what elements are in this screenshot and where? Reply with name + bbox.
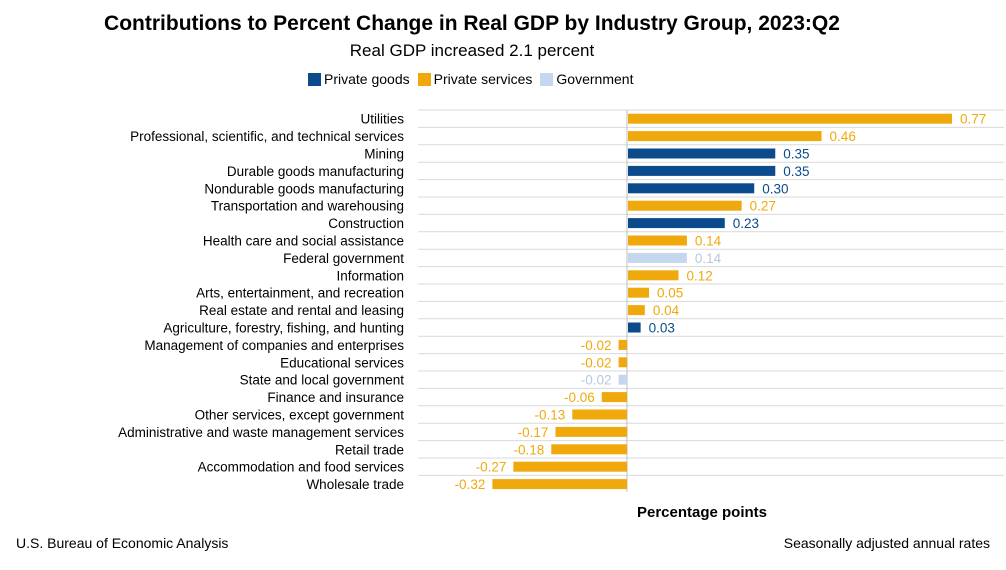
value-label: 0.46	[830, 129, 856, 144]
legend-label-private-services: Private services	[433, 71, 533, 87]
bar	[513, 461, 627, 472]
value-label: -0.18	[513, 442, 544, 457]
bar	[618, 357, 627, 368]
value-label: -0.13	[535, 408, 566, 423]
legend-item-private-goods: Private goods	[308, 71, 410, 87]
legend-item-government: Government	[540, 71, 633, 87]
category-label: Construction	[328, 216, 404, 231]
category-label: Finance and insurance	[267, 390, 404, 405]
legend-item-private-services: Private services	[417, 71, 533, 87]
value-label: -0.17	[518, 425, 549, 440]
value-label: 0.35	[783, 164, 809, 179]
bar	[628, 322, 641, 333]
category-label: Professional, scientific, and technical …	[130, 129, 404, 144]
category-label: Health care and social assistance	[203, 234, 404, 249]
value-label: -0.32	[455, 477, 486, 492]
category-label: Durable goods manufacturing	[227, 164, 404, 179]
value-label: -0.02	[581, 373, 612, 388]
value-label: -0.27	[476, 460, 507, 475]
category-label: State and local government	[240, 373, 405, 388]
legend-swatch-private-services	[417, 72, 431, 86]
category-label: Administrative and waste management serv…	[118, 425, 404, 440]
bar	[628, 218, 725, 229]
value-label: 0.35	[783, 147, 809, 162]
bar	[628, 165, 776, 176]
value-label: 0.03	[649, 321, 675, 336]
value-label: -0.06	[564, 390, 595, 405]
value-label: 0.30	[762, 181, 788, 196]
value-label: 0.04	[653, 303, 680, 318]
category-label: Transportation and warehousing	[211, 199, 404, 214]
value-label: 0.77	[960, 112, 986, 127]
bar	[551, 444, 627, 455]
value-label: 0.14	[695, 251, 722, 266]
bar	[628, 270, 679, 281]
value-label: -0.02	[581, 355, 612, 370]
rates-note: Seasonally adjusted annual rates	[783, 535, 990, 551]
bar	[601, 392, 627, 403]
value-label: 0.14	[695, 234, 722, 249]
bar	[628, 305, 645, 316]
legend-label-government: Government	[556, 71, 634, 87]
category-label: Arts, entertainment, and recreation	[196, 286, 404, 301]
bar	[572, 409, 627, 420]
bar	[628, 252, 687, 263]
bar	[628, 113, 952, 124]
value-label: 0.12	[686, 268, 712, 283]
value-label: 0.23	[733, 216, 759, 231]
bar	[628, 148, 776, 159]
category-label: Educational services	[280, 355, 404, 370]
chart-title: Contributions to Percent Change in Real …	[104, 12, 840, 35]
legend-swatch-private-goods	[308, 72, 321, 86]
source-note: U.S. Bureau of Economic Analysis	[16, 535, 229, 551]
x-axis-label: Percentage points	[636, 504, 768, 521]
bar	[555, 426, 627, 437]
bar	[618, 374, 627, 385]
category-label: Utilities	[360, 112, 404, 127]
legend: Private goods Private services Governmen…	[308, 70, 641, 88]
bar	[628, 287, 650, 298]
category-label: Accommodation and food services	[198, 460, 405, 475]
chart-subtitle: Real GDP increased 2.1 percent	[349, 41, 595, 60]
category-label: Agriculture, forestry, fishing, and hunt…	[163, 321, 404, 336]
value-label: 0.05	[657, 286, 683, 301]
bar	[618, 339, 627, 350]
bar	[628, 235, 687, 246]
category-label: Other services, except government	[195, 408, 405, 423]
category-label: Nondurable goods manufacturing	[204, 181, 404, 196]
category-label: Retail trade	[335, 442, 404, 457]
category-label: Federal government	[283, 251, 404, 266]
legend-swatch-government	[540, 72, 554, 86]
category-label: Wholesale trade	[306, 477, 404, 492]
legend-label-private-goods: Private goods	[324, 71, 410, 87]
bar	[492, 479, 627, 490]
bar	[628, 131, 822, 142]
category-label: Management of companies and enterprises	[144, 338, 404, 353]
bar	[628, 183, 755, 194]
value-label: 0.27	[750, 199, 776, 214]
value-label: -0.02	[581, 338, 612, 353]
bar	[628, 200, 742, 211]
category-label: Real estate and rental and leasing	[199, 303, 404, 318]
category-label: Mining	[364, 147, 404, 162]
category-label: Information	[336, 268, 404, 283]
